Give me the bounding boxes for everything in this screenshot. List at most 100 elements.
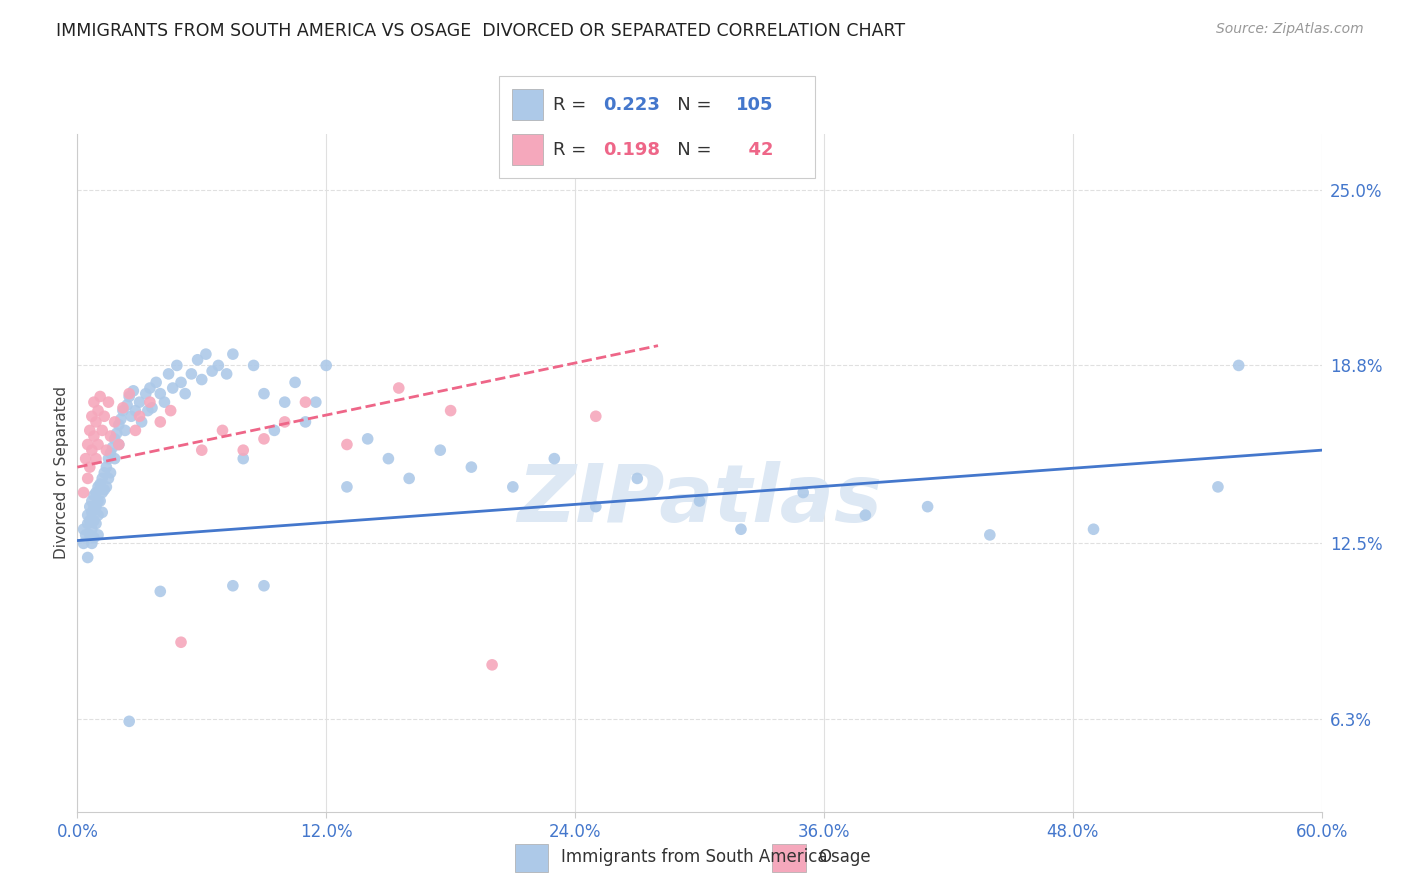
Point [89, 477, 111, 491]
Point [253, 386, 276, 401]
Point [100, 429, 122, 443]
Point [89, 390, 111, 404]
Point [139, 395, 162, 409]
Point [194, 347, 217, 361]
Bar [512, 89, 543, 120]
Point [398, 471, 420, 485]
Point [72, 522, 94, 536]
Point [253, 432, 276, 446]
Point [93, 409, 115, 424]
Point [122, 384, 145, 398]
Point [222, 579, 245, 593]
Text: ZIPatlas: ZIPatlas [517, 461, 882, 539]
Point [91, 505, 114, 519]
Point [162, 381, 184, 395]
Point [100, 446, 122, 460]
Point [101, 441, 124, 455]
Point [97, 451, 120, 466]
Point [104, 415, 127, 429]
Text: 0.223: 0.223 [603, 95, 661, 113]
Point [84, 451, 107, 466]
Point [76, 516, 98, 531]
Point [294, 395, 316, 409]
Point [120, 409, 142, 424]
Point [429, 443, 451, 458]
Point [145, 376, 167, 390]
Point [274, 395, 297, 409]
Point [124, 424, 146, 438]
Point [79, 514, 101, 528]
Bar [515, 845, 548, 872]
Point [139, 381, 162, 395]
Point [585, 409, 607, 424]
Point [80, 536, 103, 550]
Point [124, 403, 146, 417]
Point [115, 398, 138, 412]
Point [136, 403, 159, 417]
Point [149, 386, 172, 401]
Point [284, 376, 307, 390]
Point [1206, 480, 1229, 494]
Point [79, 528, 101, 542]
Point [336, 437, 359, 451]
Point [118, 390, 141, 404]
Point [166, 359, 188, 373]
Point [211, 424, 233, 438]
Point [76, 437, 98, 451]
Point [108, 417, 131, 432]
Point [80, 505, 103, 519]
Bar [772, 845, 806, 872]
Point [502, 480, 524, 494]
Point [170, 376, 193, 390]
Point [149, 415, 172, 429]
Point [83, 488, 105, 502]
Point [110, 412, 132, 426]
Point [72, 536, 94, 550]
Point [75, 528, 97, 542]
Point [89, 494, 111, 508]
Point [207, 359, 229, 373]
Point [91, 424, 114, 438]
Point [79, 500, 101, 514]
Point [87, 494, 110, 508]
Point [215, 367, 238, 381]
Point [1227, 359, 1250, 373]
Point [108, 437, 131, 451]
Point [83, 531, 105, 545]
Point [84, 516, 107, 531]
Point [336, 480, 359, 494]
Point [118, 714, 141, 729]
Point [187, 352, 209, 367]
Point [76, 550, 98, 565]
Point [96, 443, 118, 458]
Point [201, 364, 224, 378]
Point [128, 409, 150, 424]
Point [191, 373, 214, 387]
Point [232, 451, 254, 466]
Point [253, 579, 276, 593]
Point [440, 403, 463, 417]
Point [93, 466, 115, 480]
Point [191, 443, 214, 458]
Point [157, 367, 180, 381]
Text: Osage: Osage [818, 848, 870, 866]
Point [80, 443, 103, 458]
Point [104, 432, 127, 446]
Point [79, 424, 101, 438]
Point [855, 508, 877, 523]
Point [80, 522, 103, 536]
Point [388, 381, 411, 395]
Point [153, 395, 176, 409]
Point [79, 460, 101, 475]
Point [730, 522, 752, 536]
Point [305, 395, 328, 409]
Point [87, 528, 110, 542]
Point [83, 500, 105, 514]
Point [174, 386, 197, 401]
Point [149, 584, 172, 599]
Point [87, 508, 110, 523]
Point [460, 460, 482, 475]
Point [87, 437, 110, 451]
Text: R =: R = [553, 95, 592, 113]
Point [242, 359, 264, 373]
